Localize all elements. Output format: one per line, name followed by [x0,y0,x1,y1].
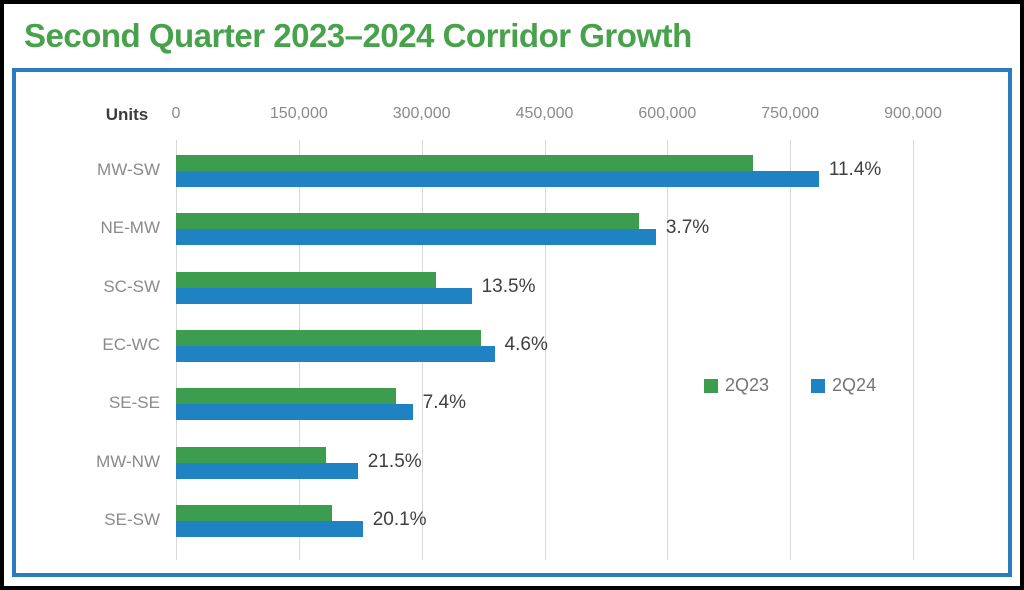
row-label: MW-SW [97,160,160,179]
units-axis-label: Units [105,105,149,124]
row-label: MW-NW [96,451,160,471]
row-label: NE-MW [100,218,160,238]
x-tick-label: 750,000 [761,105,820,122]
legend-item-2q23: 2Q23 [704,375,769,396]
bar-2q24-mw-sw [176,171,819,187]
bar-2q23-mw-sw [176,155,754,171]
growth-label: 4.6% [504,333,548,355]
gridline [544,140,546,560]
legend: 2Q23 2Q24 [704,375,876,396]
bar-2q24-ne-mw [176,229,656,246]
row-label: SC-SW [103,276,160,296]
legend-swatch-2q23 [704,378,718,393]
row-label: EC-WC [102,334,160,354]
x-tick-label: 600,000 [638,105,697,122]
bar-2q24-ec-wc [176,345,495,362]
chart-panel: Units 0 150,000 300,000 450,000 600,000 750,0… [12,68,1012,577]
legend-label-2q24: 2Q24 [832,375,877,395]
growth-label: 3.7% [665,217,710,239]
chart-header: Second Quarter 2023–2024 Corridor Growth [4,4,1020,68]
legend-item-2q24: 2Q24 [811,375,876,396]
bar-2q23-se-se [176,388,397,405]
chart-title: Second Quarter 2023–2024 Corridor Growth [24,17,692,54]
row-label: SE-SE [108,393,160,413]
legend-label-2q23: 2Q23 [725,375,770,395]
row-label: SE-SW [104,509,160,529]
bar-2q23-se-sw [176,504,332,521]
growth-label: 13.5% [481,275,536,297]
x-tick-label: 450,000 [515,105,574,122]
growth-label: 20.1% [372,508,427,530]
x-tick-label: 0 [171,105,181,122]
gridline [790,140,792,560]
legend-swatch-2q24 [811,378,826,393]
growth-label: 21.5% [367,450,422,472]
growth-label: 11.4% [828,159,882,180]
bar-2q24-mw-nw [176,462,358,479]
growth-label: 7.4% [422,392,466,414]
bar-2q23-ne-mw [176,213,639,230]
bar-2q24-se-sw [176,520,363,537]
bar-2q23-sc-sw [176,271,437,288]
bar-2q24-se-se [176,404,413,421]
x-tick-label: 900,000 [884,105,942,122]
bar-2q23-mw-nw [176,446,326,463]
x-tick-label: 300,000 [392,105,451,122]
gridline [913,140,914,560]
bar-2q23-ec-wc [176,329,481,346]
x-tick-label: 150,000 [269,105,328,122]
gridline [667,140,669,560]
bar-2q24-sc-sw [176,287,472,304]
